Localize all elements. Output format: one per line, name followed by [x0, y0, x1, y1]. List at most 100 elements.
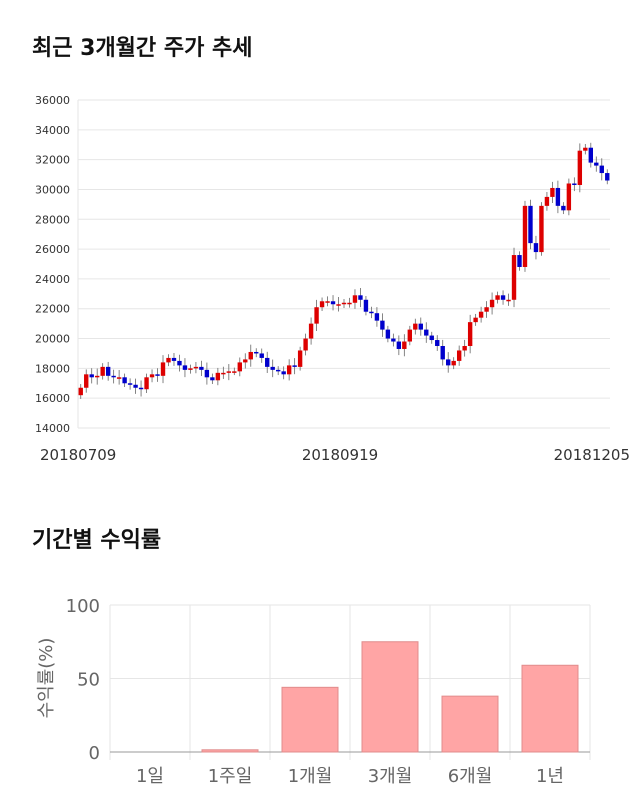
candle-body: [275, 369, 281, 372]
candle-body: [588, 147, 593, 163]
candle-body: [89, 374, 94, 378]
candle-body: [133, 384, 138, 388]
return-chart-title: 기간별 수익률: [32, 528, 162, 553]
price-y-tick-label: 22000: [35, 303, 70, 316]
return-bar: [521, 664, 579, 753]
price-chart-title: 최근 3개월간 주가 추세: [32, 36, 253, 61]
candle-body: [352, 295, 358, 303]
candle-body: [259, 353, 264, 358]
return-bar: [441, 695, 499, 753]
price-candlestick-chart: 14000 16000 18000 20000 22000 24000 26000 28000…: [35, 94, 630, 464]
candle-body: [583, 147, 588, 151]
candle-body: [446, 359, 451, 366]
candle-body: [528, 205, 533, 244]
candle-body: [467, 322, 473, 346]
candle-body: [533, 243, 539, 253]
candle-body: [111, 375, 116, 378]
price-y-tick-label: 32000: [35, 154, 70, 167]
candle-body: [429, 335, 434, 341]
candle-body: [221, 372, 226, 375]
candle-body: [347, 302, 352, 305]
return-x-tick-label: 6개월: [448, 766, 493, 787]
candle-body: [473, 317, 478, 323]
return-bar: [361, 641, 419, 753]
candle-body: [149, 374, 155, 378]
return-y-tick-label: 100: [66, 596, 100, 617]
return-y-axis-label: 수익률(%): [36, 638, 57, 719]
candle-body: [544, 196, 550, 206]
return-y-tick-label: 50: [77, 670, 100, 691]
candle-body: [144, 377, 149, 390]
candle-body: [402, 341, 407, 349]
return-bar: [201, 749, 259, 753]
price-y-tick-label: 36000: [35, 94, 70, 107]
candle-body: [254, 351, 259, 354]
candle-body: [478, 311, 484, 318]
price-y-tick-label: 24000: [35, 273, 70, 286]
return-x-tick-label: 1개월: [288, 766, 333, 787]
candle-body: [522, 205, 528, 267]
candle-body: [341, 302, 347, 305]
candle-body: [116, 377, 122, 379]
candle-body: [281, 371, 286, 375]
candle-body: [78, 387, 83, 396]
price-y-tick-label: 20000: [35, 333, 70, 346]
candle-body: [391, 338, 396, 342]
candle-body: [413, 323, 418, 330]
candle-body: [303, 338, 308, 351]
candle-body: [418, 323, 423, 330]
candle-body: [358, 295, 363, 300]
candle-body: [550, 187, 555, 197]
candle-body: [286, 365, 292, 375]
candle-body: [489, 299, 495, 308]
candle-body: [561, 205, 566, 211]
price-x-tick-label: 20180919: [302, 446, 378, 464]
candle-body: [248, 351, 253, 360]
price-y-tick-label: 18000: [35, 362, 70, 375]
candle-body: [374, 313, 380, 321]
candle-body: [160, 362, 166, 376]
candle-body: [297, 350, 303, 367]
candle-body: [237, 362, 242, 372]
candle-body: [100, 366, 105, 376]
candle-body: [517, 255, 522, 267]
candle-body: [572, 183, 577, 185]
candle-body: [122, 377, 127, 384]
candle-body: [369, 311, 374, 314]
candle-body: [182, 365, 188, 370]
return-x-tick-label: 1주일: [208, 766, 253, 787]
price-y-tick-label: 28000: [35, 213, 70, 226]
candle-body: [495, 295, 500, 300]
candle-body: [270, 366, 275, 370]
candle-body: [605, 173, 610, 181]
candle-body: [456, 350, 462, 361]
candle-body: [435, 340, 440, 346]
candle-body: [451, 360, 456, 366]
candle-body: [210, 377, 215, 381]
candle-body: [336, 304, 341, 306]
candle-body: [500, 295, 506, 300]
candle-body: [204, 369, 210, 378]
price-y-tick-label: 14000: [35, 422, 70, 435]
candle-body: [440, 346, 445, 360]
candle-body: [226, 371, 232, 373]
return-x-tick-label: 1일: [136, 766, 164, 787]
candle-body: [314, 307, 319, 324]
return-x-tick-label: 3개월: [368, 766, 413, 787]
candle-body: [363, 299, 369, 312]
price-y-tick-label: 16000: [35, 392, 70, 405]
candle-body: [539, 205, 544, 253]
candle-body: [319, 301, 325, 308]
price-y-tick-label: 34000: [35, 124, 70, 137]
return-x-tick-label: 1년: [536, 766, 564, 787]
return-y-tick-label: 0: [89, 743, 100, 764]
candle-body: [166, 357, 171, 363]
candle-body: [199, 366, 204, 370]
candle-body: [105, 366, 111, 376]
candle-body: [177, 360, 182, 366]
candle-body: [265, 357, 270, 367]
candle-body: [330, 301, 336, 305]
candle-body: [193, 366, 199, 369]
candle-body: [380, 320, 385, 330]
